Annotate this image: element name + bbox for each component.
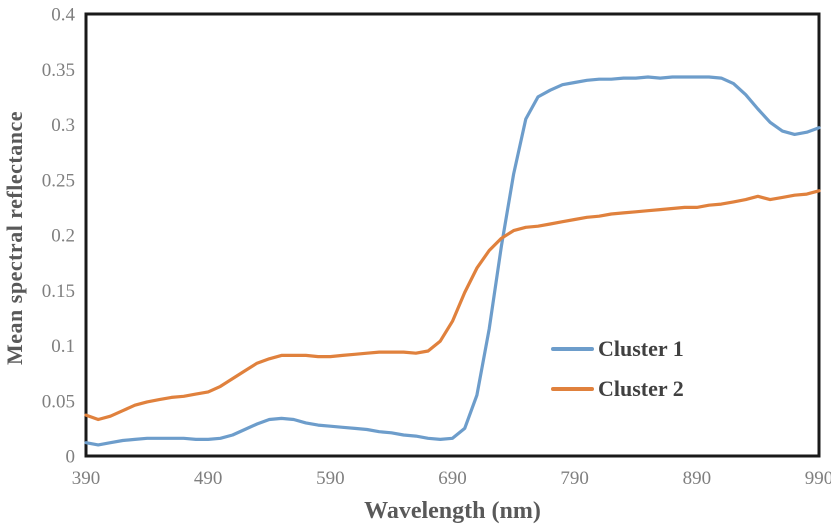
legend-label-cluster-2: Cluster 2 xyxy=(598,376,684,401)
x-tick-label: 690 xyxy=(438,468,467,489)
plot-border xyxy=(84,12,821,458)
y-tick-label: 0.25 xyxy=(42,170,75,191)
y-tick-label: 0.3 xyxy=(51,115,75,136)
x-tick-label: 890 xyxy=(683,468,712,489)
y-tick-label: 0 xyxy=(66,447,76,468)
x-tick-label: 590 xyxy=(316,468,345,489)
x-axis-title: Wavelength (nm) xyxy=(364,498,541,524)
chart-legend: Cluster 1 Cluster 2 xyxy=(551,329,684,409)
x-tick-label: 990 xyxy=(805,468,831,489)
series-line-2 xyxy=(84,189,821,422)
cluster-1-line-swatch xyxy=(551,347,594,351)
y-tick-label: 0.15 xyxy=(42,281,75,302)
legend-label-cluster-1: Cluster 1 xyxy=(598,336,684,361)
series-line-1 xyxy=(84,75,821,447)
y-tick-label: 0.1 xyxy=(51,336,75,357)
x-tick-label: 790 xyxy=(560,468,589,489)
x-tick-label: 490 xyxy=(194,468,223,489)
legend-item-cluster-2: Cluster 2 xyxy=(551,369,684,409)
legend-item-cluster-1: Cluster 1 xyxy=(551,329,684,369)
y-tick-label: 0.2 xyxy=(51,226,75,247)
y-axis-title: Mean spectral reflectance xyxy=(2,111,27,365)
y-tick-label: 0.35 xyxy=(42,60,75,81)
y-tick-label: 0.05 xyxy=(42,391,75,412)
cluster-2-line-swatch xyxy=(551,387,594,391)
y-tick-label: 0.4 xyxy=(51,5,75,26)
x-tick-label: 390 xyxy=(72,468,101,489)
